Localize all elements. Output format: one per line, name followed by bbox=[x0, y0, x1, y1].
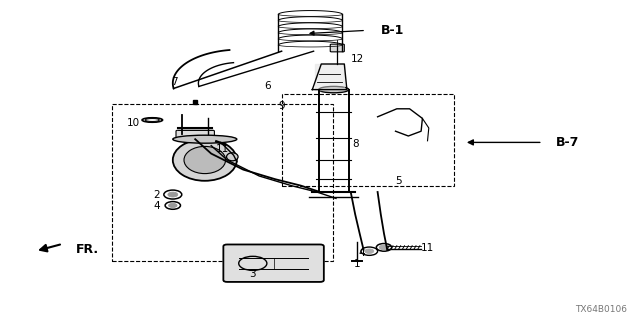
Text: 7: 7 bbox=[171, 76, 177, 87]
Text: 4: 4 bbox=[154, 201, 160, 212]
Circle shape bbox=[380, 245, 388, 250]
Text: 11: 11 bbox=[216, 144, 229, 154]
FancyBboxPatch shape bbox=[176, 130, 214, 140]
Ellipse shape bbox=[184, 147, 226, 173]
Text: 3: 3 bbox=[250, 268, 256, 279]
Text: TX64B0106: TX64B0106 bbox=[575, 305, 627, 314]
Text: 5: 5 bbox=[395, 176, 401, 186]
Circle shape bbox=[168, 203, 177, 208]
Text: 12: 12 bbox=[351, 54, 364, 64]
Bar bbox=[282, 94, 454, 186]
Ellipse shape bbox=[319, 86, 349, 93]
Text: 4: 4 bbox=[358, 248, 365, 258]
Text: 2: 2 bbox=[154, 190, 160, 200]
Text: FR.: FR. bbox=[76, 243, 99, 256]
Text: 11: 11 bbox=[421, 243, 434, 253]
Bar bbox=[112, 104, 333, 261]
Text: 9: 9 bbox=[278, 100, 285, 111]
Text: 8: 8 bbox=[352, 139, 358, 149]
Circle shape bbox=[365, 249, 374, 253]
FancyBboxPatch shape bbox=[223, 244, 324, 282]
Text: B-1: B-1 bbox=[381, 24, 404, 37]
Text: B-7: B-7 bbox=[556, 136, 579, 149]
Text: 6: 6 bbox=[264, 81, 271, 92]
FancyBboxPatch shape bbox=[330, 44, 344, 52]
Circle shape bbox=[168, 192, 178, 197]
Ellipse shape bbox=[173, 139, 237, 181]
Ellipse shape bbox=[173, 135, 237, 143]
Text: 10: 10 bbox=[127, 118, 140, 128]
Text: 1: 1 bbox=[354, 259, 360, 269]
Ellipse shape bbox=[227, 153, 238, 161]
